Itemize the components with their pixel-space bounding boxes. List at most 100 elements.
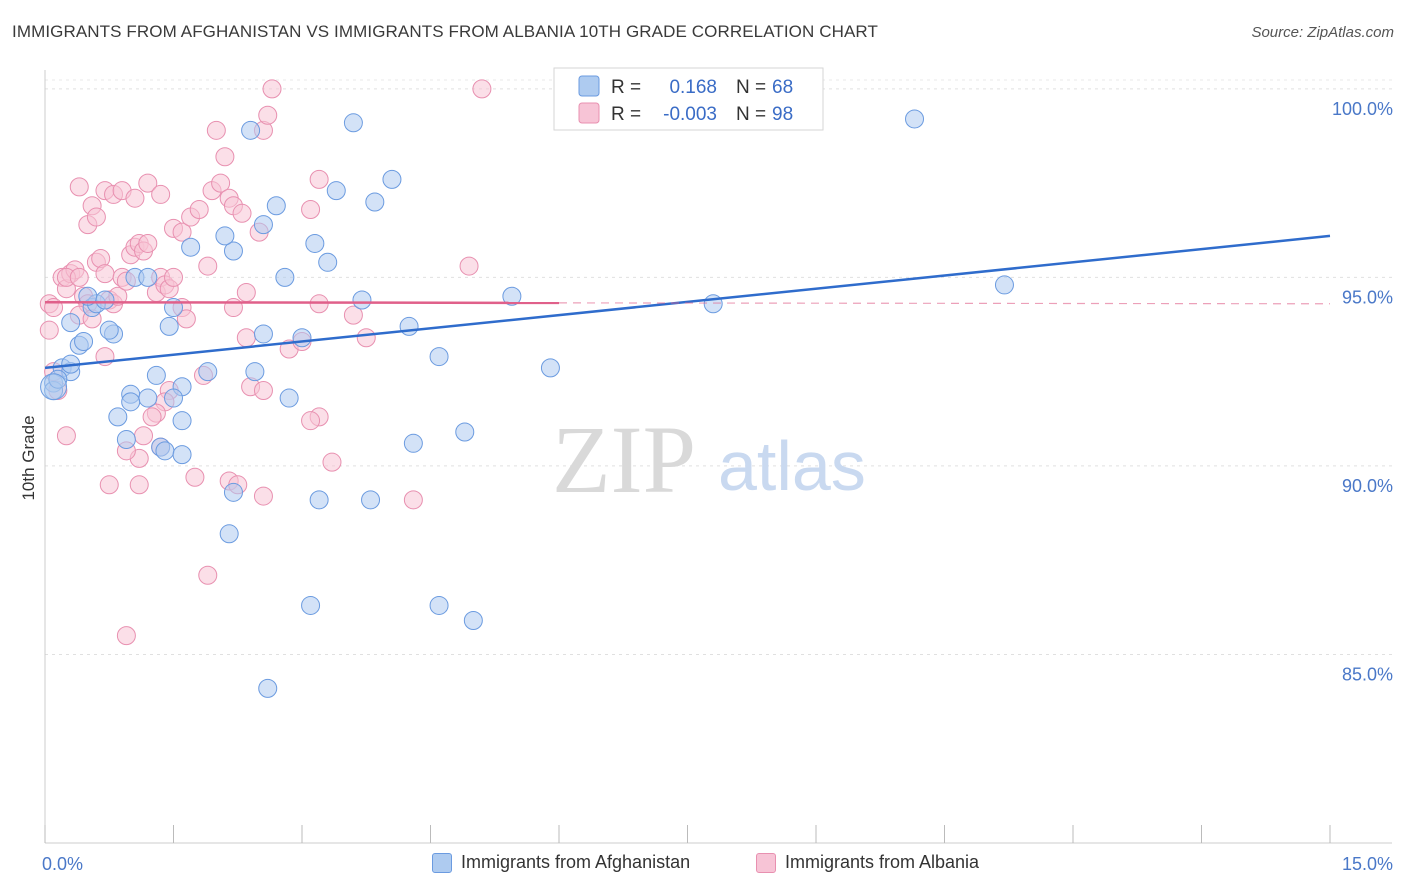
afghanistan-point: [40, 373, 68, 401]
afghanistan-point: [305, 233, 325, 253]
albania-point: [459, 256, 479, 276]
y-axis-title: 10th Grade: [19, 415, 38, 500]
afghanistan-point: [279, 388, 299, 408]
albania-point: [125, 188, 145, 208]
afghanistan-point: [155, 441, 175, 461]
afghanistan-point: [164, 388, 183, 408]
afghanistan-point: [258, 678, 278, 698]
afghanistan-point: [905, 109, 925, 129]
legend-albania-swatch: [578, 102, 600, 124]
x-tick-labels: 0.0% 15.0%: [42, 854, 1393, 874]
albania-point: [472, 79, 492, 99]
afghanistan-point: [138, 267, 158, 287]
afghanistan-point: [399, 316, 419, 336]
trend-lines: [44, 234, 1331, 370]
legend-albania-n-label: N =: [736, 104, 766, 125]
albania-point: [206, 120, 226, 140]
afghanistan-point: [429, 595, 449, 615]
legend-albania-r-label: R =: [611, 104, 641, 125]
albania-point: [129, 475, 149, 495]
axes: [44, 70, 1392, 844]
afghanistan-point: [301, 595, 321, 615]
watermark-atlas: atlas: [718, 427, 866, 505]
legend-afghanistan-swatch: [578, 75, 600, 97]
legend-afghanistan-n-value: 68: [772, 77, 793, 98]
albania-point: [211, 173, 231, 193]
afghanistan-point: [215, 226, 235, 246]
watermark-zip: ZIP: [552, 406, 696, 513]
albania-trend-extension: [558, 302, 1331, 305]
albania-point: [301, 411, 321, 431]
afghanistan-point: [403, 433, 423, 453]
albania-point: [253, 381, 273, 401]
albania-point: [198, 565, 218, 585]
afghanistan-point: [352, 290, 372, 310]
albania-point: [301, 200, 321, 220]
albania-point: [232, 203, 252, 223]
legend-afghanistan-r-label: R =: [611, 77, 641, 98]
afghanistan-point: [159, 316, 179, 336]
afghanistan-point: [95, 290, 115, 310]
albania-point: [39, 320, 59, 340]
albania-point: [138, 173, 158, 193]
albania-point: [164, 267, 183, 287]
afghanistan-point: [74, 331, 94, 351]
afghanistan-point: [48, 369, 68, 389]
albania-trend-line: [44, 301, 560, 305]
albania-point: [236, 328, 256, 348]
afghanistan-point: [318, 252, 338, 272]
albania-point: [258, 105, 278, 125]
y-tick-labels: 85.0% 90.0% 95.0% 100.0%: [1332, 99, 1393, 685]
afghanistan-point: [108, 407, 128, 427]
afghanistan-point: [343, 113, 363, 133]
afghanistan-point: [365, 192, 385, 212]
albania-point: [198, 256, 218, 276]
afghanistan-point: [292, 328, 312, 348]
albania-swatch: [756, 852, 776, 873]
legend-item-albania[interactable]: Immigrants from Albania: [756, 852, 979, 873]
albania-point: [95, 264, 115, 284]
y-tick-label: 90.0%: [1342, 476, 1393, 496]
afghanistan-point: [266, 196, 286, 216]
afghanistan-point: [245, 362, 265, 382]
afghanistan-point: [540, 358, 560, 378]
afghanistan-point: [309, 490, 329, 510]
afghanistan-swatch: [432, 852, 452, 873]
albania-point: [309, 169, 329, 189]
albania-point: [189, 200, 209, 220]
albania-point: [56, 426, 76, 446]
afghanistan-point: [275, 267, 295, 287]
legend-label-afghanistan: Immigrants from Afghanistan: [461, 852, 691, 872]
albania-point: [69, 177, 89, 197]
albania-point: [322, 452, 342, 472]
y-tick-label: 95.0%: [1342, 287, 1393, 307]
afghanistan-point: [429, 347, 449, 367]
afghanistan-point: [455, 422, 475, 442]
afghanistan-point: [138, 388, 158, 408]
afghanistan-point: [172, 411, 192, 431]
albania-point: [403, 490, 423, 510]
afghanistan-point: [181, 237, 201, 257]
series-legend: Immigrants from Afghanistan Immigrants f…: [0, 852, 1406, 878]
afghanistan-trend-line: [44, 234, 1331, 370]
afghanistan-point: [116, 430, 136, 450]
albania-point: [142, 407, 162, 427]
afghanistan-point: [172, 445, 192, 465]
legend-afghanistan-r-value: 0.168: [669, 77, 717, 98]
x-tick-label: 0.0%: [42, 854, 83, 874]
afghanistan-point: [382, 169, 402, 189]
afghanistan-point: [253, 324, 273, 344]
afghanistan-point: [241, 120, 261, 140]
legend-item-afghanistan[interactable]: Immigrants from Afghanistan: [432, 852, 690, 873]
afghanistan-point: [146, 365, 166, 385]
legend-label-albania: Immigrants from Albania: [785, 852, 980, 872]
afghanistan-point: [502, 286, 522, 306]
albania-point: [69, 267, 89, 287]
albania-point: [86, 207, 106, 227]
albania-point: [134, 426, 154, 446]
albania-point: [343, 305, 363, 325]
afghanistan-point: [223, 241, 243, 261]
legend-albania-n-value: 98: [772, 104, 793, 125]
afghanistan-point: [326, 181, 346, 201]
